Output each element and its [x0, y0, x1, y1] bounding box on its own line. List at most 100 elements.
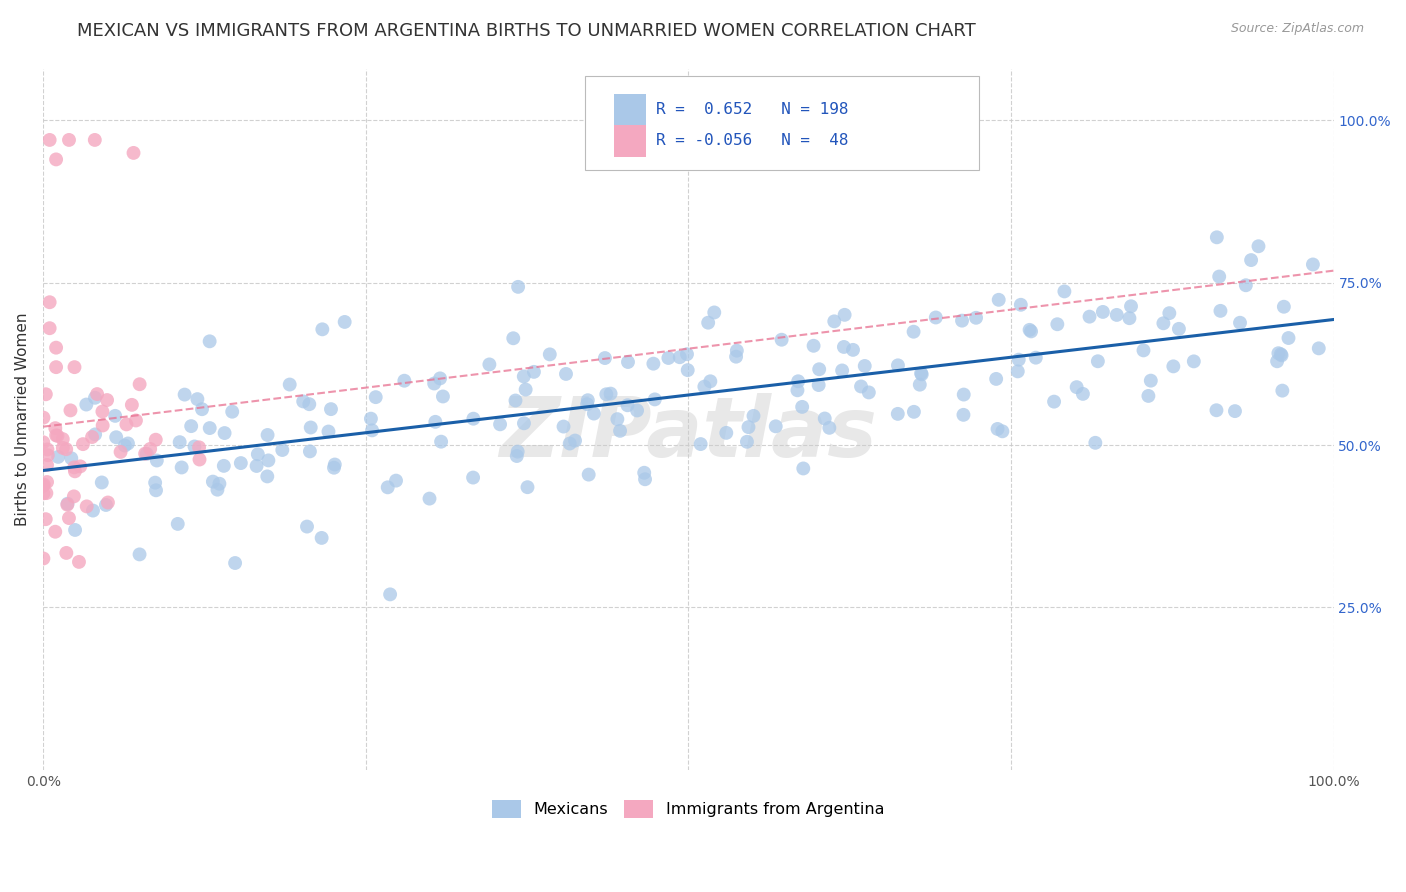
Point: [523, 365, 546, 379]
Point: [35, 387, 58, 401]
Point: [115, 417, 138, 432]
Point: [770, 333, 793, 347]
Point: [55, 442, 77, 457]
Text: R =  0.652   N = 198: R = 0.652 N = 198: [657, 103, 849, 118]
Point: [35, 486, 58, 500]
Point: [986, 422, 1008, 436]
Point: [910, 367, 932, 381]
Point: [1078, 310, 1101, 324]
Point: [63, 464, 86, 478]
Point: [1010, 298, 1032, 312]
Point: [1229, 316, 1251, 330]
Point: [1071, 387, 1094, 401]
Point: [725, 343, 748, 358]
Point: [965, 310, 987, 325]
Point: [599, 386, 621, 401]
Point: [257, 453, 280, 467]
Point: [515, 383, 537, 397]
Point: [221, 405, 243, 419]
Point: [693, 379, 716, 393]
Point: [69, 459, 91, 474]
Point: [1271, 348, 1294, 362]
Point: [1267, 346, 1289, 360]
Point: [834, 308, 856, 322]
Point: [1182, 354, 1205, 368]
Point: [38, 295, 60, 310]
Point: [908, 377, 931, 392]
Point: [63, 460, 86, 475]
Point: [1277, 331, 1299, 345]
Point: [1007, 364, 1029, 378]
Point: [278, 377, 301, 392]
Point: [1139, 374, 1161, 388]
Point: [1234, 278, 1257, 293]
Point: [644, 392, 666, 407]
Point: [35, 512, 58, 526]
Point: [1152, 316, 1174, 330]
Point: [429, 371, 451, 385]
Point: [58, 511, 80, 525]
Point: [292, 394, 315, 409]
Point: [506, 280, 529, 294]
Point: [1132, 343, 1154, 358]
Point: [186, 392, 208, 406]
Point: [32, 479, 55, 493]
Point: [952, 387, 974, 401]
Point: [735, 434, 758, 449]
Point: [1025, 351, 1047, 365]
Point: [143, 475, 166, 490]
Point: [37, 448, 59, 462]
Point: [432, 389, 454, 403]
Point: [1091, 305, 1114, 319]
Point: [991, 425, 1014, 439]
Point: [787, 374, 810, 388]
Point: [311, 322, 333, 336]
Point: [298, 397, 321, 411]
Point: [1084, 435, 1107, 450]
Point: [180, 419, 202, 434]
Point: [814, 411, 837, 425]
Point: [1167, 322, 1189, 336]
Point: [418, 491, 440, 506]
Point: [45, 428, 67, 442]
Point: [1053, 285, 1076, 299]
Point: [146, 453, 169, 467]
Point: [38, 133, 60, 147]
Point: [1019, 325, 1042, 339]
Point: [513, 369, 536, 384]
Point: [32, 486, 55, 500]
Legend: Mexicans, Immigrants from Argentina: Mexicans, Immigrants from Argentina: [486, 794, 891, 825]
Text: ZIPatlas: ZIPatlas: [499, 392, 877, 474]
Point: [94, 498, 117, 512]
Point: [169, 435, 191, 450]
Point: [502, 331, 524, 345]
Point: [82, 503, 104, 517]
Point: [44, 421, 66, 435]
Point: [911, 368, 934, 382]
Point: [952, 408, 974, 422]
Point: [75, 398, 97, 412]
Point: [689, 437, 711, 451]
Point: [506, 449, 529, 463]
Point: [311, 531, 333, 545]
Point: [792, 461, 814, 475]
Point: [38, 321, 60, 335]
Point: [832, 340, 855, 354]
Point: [170, 460, 193, 475]
Point: [742, 409, 765, 423]
Text: MEXICAN VS IMMIGRANTS FROM ARGENTINA BIRTHS TO UNMARRIED WOMEN CORRELATION CHART: MEXICAN VS IMMIGRANTS FROM ARGENTINA BIR…: [77, 22, 976, 40]
Point: [626, 403, 648, 417]
Point: [191, 402, 214, 417]
Point: [46, 450, 69, 464]
Point: [903, 405, 925, 419]
Point: [1043, 394, 1066, 409]
Point: [212, 458, 235, 473]
Point: [128, 548, 150, 562]
Point: [853, 359, 876, 373]
Point: [60, 451, 83, 466]
Point: [318, 425, 340, 439]
Point: [58, 133, 80, 147]
Point: [564, 434, 586, 448]
Point: [114, 438, 136, 452]
Point: [668, 350, 690, 364]
